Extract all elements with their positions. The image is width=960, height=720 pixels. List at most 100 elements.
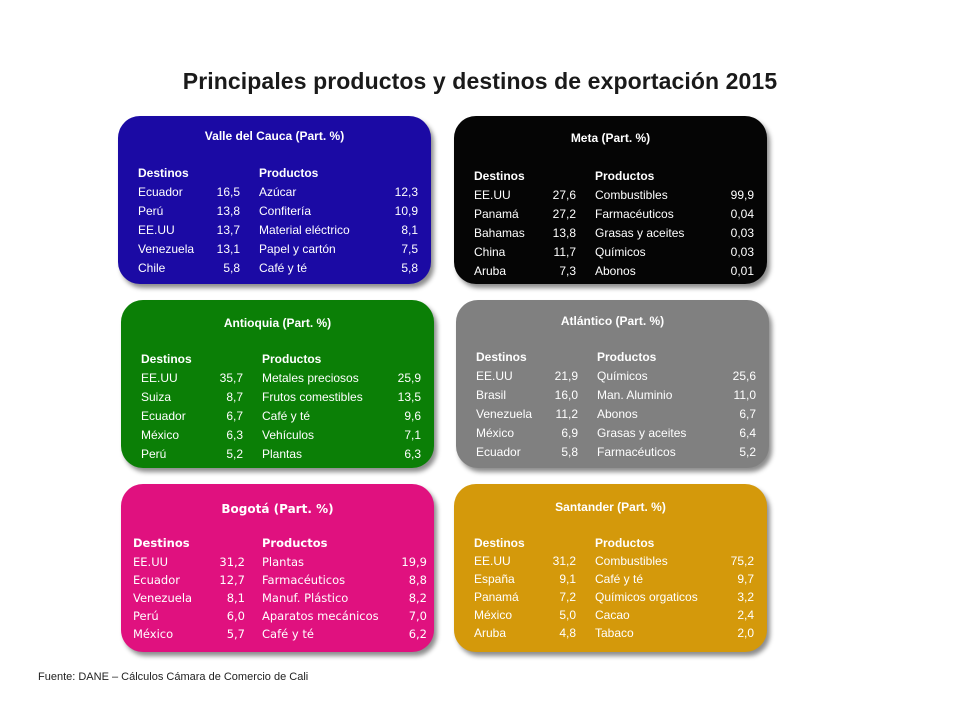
producto-value: 12,3	[394, 185, 418, 199]
producto: Frutos comestibles	[262, 390, 363, 404]
destinos-header: Destinos	[141, 352, 192, 366]
producto: Café y té	[595, 572, 644, 586]
producto-value: 5,8	[401, 261, 418, 275]
destino-value: 5,8	[223, 261, 240, 275]
destino: Perú	[138, 204, 164, 218]
destino: Aruba	[474, 626, 507, 640]
producto: Farmacéuticos	[262, 573, 346, 587]
destino-value: 9,1	[559, 572, 576, 586]
producto-value: 25,6	[732, 369, 756, 383]
table-row: Aruba 4,8 Tabaco 2,0	[474, 626, 754, 644]
productos-header: Productos	[595, 536, 655, 550]
producto-value: 2,0	[737, 626, 754, 640]
destino: Bahamas	[474, 226, 525, 240]
destino-value: 4,8	[559, 626, 576, 640]
table-row: EE.UU 13,7 Material eléctrico 8,1	[138, 223, 418, 242]
table-row: Panamá 7,2 Químicos orgaticos 3,2	[474, 590, 754, 608]
producto-value: 9,6	[404, 409, 421, 423]
table-row: Aruba 7,3 Abonos 0,01	[474, 264, 754, 283]
destino-value: 8,1	[226, 591, 245, 605]
producto: Grasas y aceites	[597, 426, 687, 440]
productos-header: Productos	[259, 166, 319, 180]
destino: China	[474, 245, 506, 259]
producto-value: 10,9	[394, 204, 418, 218]
producto-value: 5,2	[739, 445, 756, 459]
producto-value: 6,2	[408, 627, 427, 641]
producto-value: 8,2	[408, 591, 427, 605]
producto: Papel y cartón	[259, 242, 336, 256]
table-row: EE.UU 35,7 Metales preciosos 25,9	[141, 371, 421, 390]
producto: Químicos	[597, 369, 648, 383]
producto-value: 0,04	[730, 207, 754, 221]
destino-value: 13,7	[216, 223, 240, 237]
destino: Suiza	[141, 390, 172, 404]
producto-value: 6,4	[739, 426, 756, 440]
producto-value: 3,2	[737, 590, 754, 604]
table-row: Perú 5,2 Plantas 6,3	[141, 447, 421, 466]
productos-header: Productos	[262, 352, 322, 366]
table-row: Perú 13,8 Confitería 10,9	[138, 204, 418, 223]
card-title: Bogotá (Part. %)	[221, 502, 334, 516]
destinos-header: Destinos	[133, 536, 190, 550]
producto: Tabaco	[595, 626, 634, 640]
destino: México	[476, 426, 515, 440]
producto: Confitería	[259, 204, 312, 218]
table-row: China 11,7 Químicos 0,03	[474, 245, 754, 264]
destino-value: 5,2	[226, 447, 243, 461]
producto-value: 0,03	[730, 245, 754, 259]
producto: Cacao	[595, 608, 630, 622]
producto: Plantas	[262, 555, 305, 569]
table-row: Venezuela 11,2 Abonos 6,7	[476, 407, 756, 426]
producto-value: 7,1	[404, 428, 421, 442]
producto: Material eléctrico	[259, 223, 350, 237]
table-row: EE.UU 31,2 Plantas 19,9	[133, 555, 427, 573]
destino-value: 5,0	[559, 608, 576, 622]
producto: Abonos	[595, 264, 636, 278]
producto: Grasas y aceites	[595, 226, 685, 240]
card-meta: Meta (Part. %) Destinos Productos EE.UU …	[454, 116, 767, 284]
producto-value: 75,2	[730, 554, 754, 568]
destino-value: 7,3	[559, 264, 576, 278]
destino: Chile	[138, 261, 166, 275]
productos-header: Productos	[597, 350, 657, 364]
producto: Azúcar	[259, 185, 297, 199]
table-row: Chile 5,8 Café y té 5,8	[138, 261, 418, 280]
destino: México	[474, 608, 513, 622]
destino-value: 5,8	[561, 445, 578, 459]
producto: Aparatos mecánicos	[262, 609, 379, 623]
card-atlantico: Atlántico (Part. %) Destinos Productos E…	[456, 300, 769, 468]
destinos-header: Destinos	[476, 350, 527, 364]
producto-value: 7,5	[401, 242, 418, 256]
table-row: Panamá 27,2 Farmacéuticos 0,04	[474, 207, 754, 226]
card-antioquia: Antioquia (Part. %) Destinos Productos E…	[121, 300, 434, 468]
table-row: EE.UU 31,2 Combustibles 75,2	[474, 554, 754, 572]
destino-value: 27,6	[552, 188, 576, 202]
destino: México	[141, 428, 180, 442]
producto-value: 6,3	[404, 447, 421, 461]
card-title: Atlántico (Part. %)	[560, 314, 665, 328]
destino-value: 13,1	[216, 242, 240, 256]
card-title: Meta (Part. %)	[570, 131, 651, 145]
producto: Plantas	[262, 447, 303, 461]
producto: Químicos orgaticos	[595, 590, 698, 604]
producto: Café y té	[262, 409, 311, 423]
destino-value: 6,7	[226, 409, 243, 423]
producto: Químicos	[595, 245, 646, 259]
table-row: Ecuador 6,7 Café y té 9,6	[141, 409, 421, 428]
destino-value: 6,9	[561, 426, 578, 440]
producto: Manuf. Plástico	[262, 591, 349, 605]
destino-value: 6,3	[226, 428, 243, 442]
destino: México	[133, 627, 174, 641]
producto: Combustibles	[595, 188, 668, 202]
destino-value: 13,8	[552, 226, 576, 240]
destino: EE.UU	[133, 555, 169, 569]
producto-value: 13,5	[397, 390, 421, 404]
card-title: Antioquia (Part. %)	[223, 316, 332, 330]
destino-value: 5,7	[226, 627, 245, 641]
destino: EE.UU	[474, 188, 511, 202]
table-row: Venezuela 13,1 Papel y cartón 7,5	[138, 242, 418, 261]
producto-value: 8,1	[401, 223, 418, 237]
table-row: Venezuela 8,1 Manuf. Plástico 8,2	[133, 591, 427, 609]
producto: Vehículos	[262, 428, 315, 442]
productos-header: Productos	[262, 536, 328, 550]
